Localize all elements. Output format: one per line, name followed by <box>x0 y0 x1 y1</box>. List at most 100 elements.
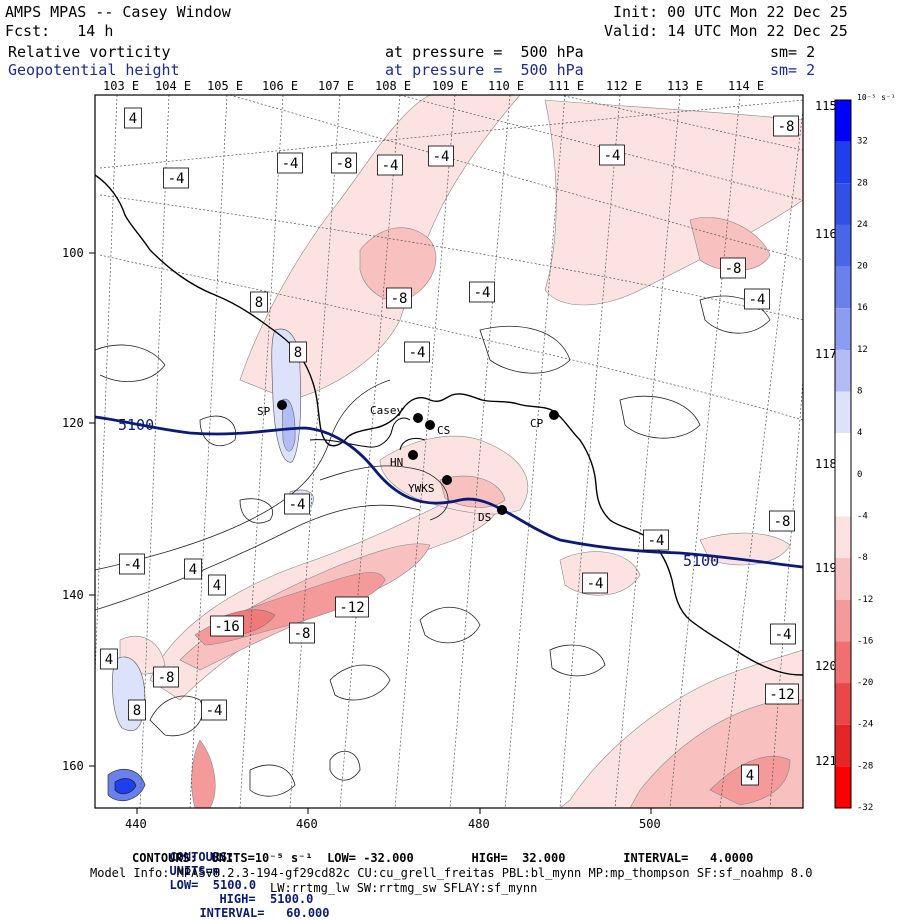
colorbar-tick-label: 16 <box>857 303 868 313</box>
colorbar-tick-label: 12 <box>857 345 868 355</box>
colorbar-swatch <box>835 433 851 475</box>
svg-text:480: 480 <box>468 817 490 831</box>
colorbar-swatch <box>835 141 851 184</box>
vorticity-label: -8 <box>158 670 175 686</box>
vorticity-label: 4 <box>746 768 754 784</box>
colorbar-tick-label: -24 <box>857 720 873 730</box>
vorticity-label-box <box>599 144 625 166</box>
station-label-ds: DS <box>478 511 491 524</box>
svg-text:106 E: 106 E <box>262 79 298 93</box>
colorbar-swatch <box>835 266 851 309</box>
vorticity-label-box <box>124 107 142 129</box>
vorticity-label: 8 <box>255 295 263 311</box>
colorbar-tick-label: -12 <box>857 595 873 605</box>
vorticity-label-box <box>128 699 146 721</box>
station-marker-ywks <box>442 475 452 485</box>
vorticity-label-box <box>404 341 430 363</box>
field1-name: Relative vorticity <box>8 43 171 61</box>
vorticity-label: -4 <box>282 156 299 172</box>
footer-low: LOW= 5100.0 <box>169 878 257 892</box>
colorbar-unit: 10⁻⁵ s⁻¹ <box>857 93 896 102</box>
vorticity-label: -4 <box>382 158 399 174</box>
vorticity-label-box <box>469 281 495 303</box>
svg-text:114 E: 114 E <box>728 79 764 93</box>
svg-text:103 E: 103 E <box>103 79 139 93</box>
plot-title: AMPS MPAS -- Casey Window <box>5 3 231 21</box>
footer-radiation-info: LW:rrtmg_lw SW:rrtmg_sw SFLAY:sf_mynn <box>270 881 538 895</box>
colorbar-tick-label: -28 <box>857 761 873 771</box>
colorbar-tick-label: 24 <box>857 220 868 230</box>
vorticity-label-box <box>377 154 403 176</box>
field1-smoothing: sm= 2 <box>770 43 816 61</box>
svg-text:111 E: 111 E <box>548 79 584 93</box>
colorbar-tick-label: -16 <box>857 636 873 646</box>
footer-units: UNITS=m <box>169 864 221 878</box>
colorbar-legend: 32 28 24 20 16 12 8 4 0 -4 -8 -12 -16 -20 -24 -28 -32 <box>834 99 873 813</box>
footer-vorticity-contours: CONTOURS: UNITS=10⁻⁵ s⁻¹ LOW= -32.000 HI… <box>132 851 754 865</box>
x-axis-ticks: 440 460 480 500 <box>125 808 661 831</box>
footer-contours-label: CONTOURS: <box>169 850 235 864</box>
coastline <box>95 174 803 676</box>
vorticity-label-box <box>331 152 357 174</box>
vorticity-label-box <box>335 596 369 618</box>
vorticity-label: -12 <box>339 600 364 616</box>
y-axis-ticks: 100 120 140 160 <box>62 246 95 773</box>
colorbar-swatch <box>835 724 851 767</box>
vorticity-label: -4 <box>168 171 185 187</box>
vorticity-label-box <box>289 622 315 644</box>
svg-text:105 E: 105 E <box>207 79 243 93</box>
vorticity-label-box <box>765 683 799 705</box>
vorticity-label: -16 <box>214 619 239 635</box>
vorticity-label-box <box>744 288 770 310</box>
svg-text:160: 160 <box>62 759 84 773</box>
vorticity-label: 8 <box>133 703 141 719</box>
vorticity-label-box <box>386 287 412 309</box>
station-label-casey: Casey <box>370 404 403 417</box>
station-marker-sp <box>277 400 287 410</box>
field2-level: at pressure = 500 hPa <box>385 61 584 79</box>
field2-smoothing: sm= 2 <box>770 61 816 79</box>
station-label-ywks: YWKS <box>408 482 435 495</box>
colorbar-tick-label: 32 <box>857 137 868 147</box>
field1-level: at pressure = 500 hPa <box>385 43 584 61</box>
vorticity-label-box <box>100 648 118 670</box>
vorticity-label: -4 <box>124 557 141 573</box>
colorbar-swatch <box>835 558 851 600</box>
vorticity-label: -12 <box>769 687 794 703</box>
vorticity-label-box <box>720 257 746 279</box>
vorticity-label: -4 <box>648 533 665 549</box>
svg-text:107 E: 107 E <box>318 79 354 93</box>
height-label-west: 5100 <box>118 416 154 434</box>
vorticity-label: -8 <box>725 261 742 277</box>
vorticity-label: -4 <box>474 285 491 301</box>
vorticity-label: 8 <box>294 345 302 361</box>
vorticity-label-box <box>201 699 227 721</box>
vorticity-label: -4 <box>749 292 766 308</box>
colorbar-tick-label: 8 <box>857 387 862 397</box>
vorticity-label: -8 <box>391 291 408 307</box>
map-plot-area: 4-4-4 -8 -4-4-8-4-8-8 -48-48-4-4 44-12-16 -8-… <box>95 95 803 808</box>
colorbar-swatch <box>835 766 851 808</box>
station-label-cs: CS <box>437 424 450 437</box>
colorbar-swatch <box>835 599 851 642</box>
vorticity-label-box <box>153 666 179 688</box>
colorbar-swatch <box>835 683 851 725</box>
colorbar-swatch <box>835 308 851 350</box>
vorticity-label-box <box>277 152 303 174</box>
vorticity-label-box <box>643 529 669 551</box>
station-labels: Casey CS CP HN YWKS DS SP <box>257 404 544 524</box>
svg-text:112 E: 112 E <box>606 79 642 93</box>
vorticity-label-box <box>163 167 189 189</box>
vorticity-label: -4 <box>587 576 604 592</box>
colorbar-tick-label: -8 <box>857 553 868 563</box>
vorticity-label: 4 <box>105 652 113 668</box>
vorticity-label-box <box>184 558 202 580</box>
station-label-sp: SP <box>257 405 271 418</box>
vorticity-label-box <box>284 493 310 515</box>
svg-text:108 E: 108 E <box>375 79 411 93</box>
colorbar-swatch <box>835 100 851 142</box>
svg-text:110 E: 110 E <box>488 79 524 93</box>
colorbar-swatch <box>835 183 851 225</box>
colorbar-frame <box>834 99 852 809</box>
vorticity-label: -4 <box>206 703 223 719</box>
